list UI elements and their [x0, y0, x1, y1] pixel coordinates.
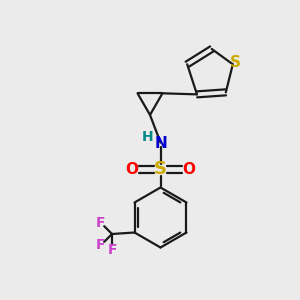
Text: F: F [107, 243, 117, 256]
Text: S: S [154, 160, 167, 178]
Text: N: N [155, 136, 167, 151]
Text: S: S [230, 55, 241, 70]
Text: H: H [142, 130, 154, 144]
Text: F: F [96, 238, 105, 252]
Text: F: F [96, 216, 105, 230]
Text: O: O [125, 162, 139, 177]
Text: O: O [182, 162, 196, 177]
